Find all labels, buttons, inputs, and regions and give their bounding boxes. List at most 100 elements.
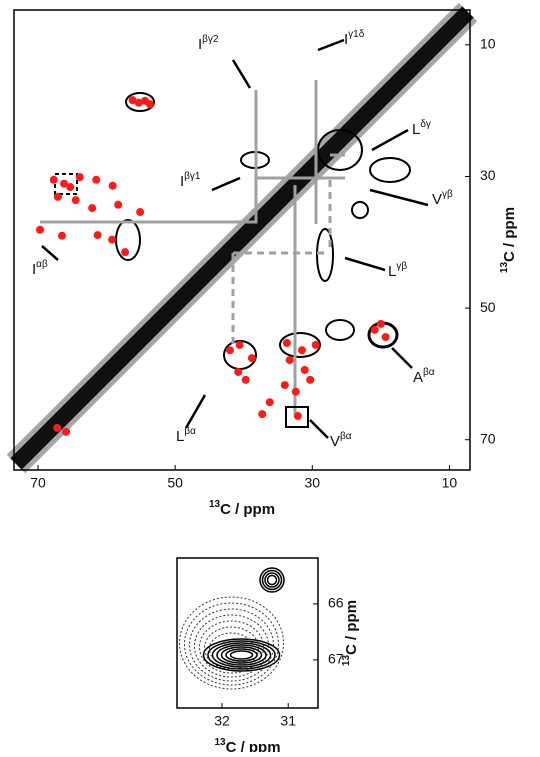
superscript: 13 (209, 499, 221, 510)
superscript: βγ1 (184, 171, 201, 182)
superscript: βα (340, 431, 352, 442)
peak-point (108, 181, 117, 190)
annotation-pointer (211, 176, 241, 192)
peak-point (53, 423, 62, 432)
annotation: Vγβ (432, 189, 453, 208)
superscript: γ1δ (348, 29, 365, 40)
peak-point (71, 196, 80, 205)
annotation: Lδγ (412, 119, 431, 138)
peak-point (49, 175, 58, 184)
contour-solid (207, 640, 276, 670)
annotation: Lβα (176, 426, 196, 445)
peak-point (381, 333, 390, 342)
label-text: V (330, 433, 340, 450)
label-text: I (180, 173, 184, 190)
peak-point (258, 410, 267, 419)
x-tick-label: 30 (304, 475, 320, 491)
peak-point (36, 225, 45, 234)
peak-point (247, 354, 256, 363)
peak-point (53, 192, 62, 201)
contour-solid (266, 574, 278, 586)
annotation: Iγ1δ (344, 29, 365, 48)
y-tick-label: 66 (328, 595, 344, 611)
annotation-pointer (184, 394, 207, 429)
peak-point (241, 375, 250, 384)
contour-solid (261, 569, 283, 591)
label-text: C / ppm (501, 207, 518, 262)
annotation-pointer (309, 419, 329, 439)
peak-point (311, 340, 320, 349)
label-text: L (176, 428, 184, 445)
contour-solid (202, 638, 281, 672)
x-tick-label: 32 (214, 713, 230, 729)
peak-point (280, 381, 289, 390)
y-axis-label: 13C / ppm (499, 207, 518, 273)
annotation-pointer (391, 347, 413, 369)
peak-point (75, 173, 84, 182)
annotation-pointer (344, 256, 386, 272)
x-tick-label: 50 (167, 475, 183, 491)
superscript: βα (184, 426, 196, 437)
contour-solid (259, 567, 285, 593)
superscript: γβ (442, 189, 453, 200)
peak-point (234, 367, 243, 376)
peak-point (136, 208, 145, 217)
contour-dashed (199, 620, 264, 674)
superscript: δγ (420, 119, 431, 130)
y-tick-label: 50 (480, 299, 496, 315)
peak-point (282, 338, 291, 347)
label-text: C / ppm (226, 739, 281, 752)
annotation-pointer (231, 59, 252, 89)
superscript: 13 (499, 262, 510, 274)
annotation-pointer (317, 38, 345, 52)
peak-point (128, 96, 137, 105)
peak-point (108, 235, 117, 244)
contour-dashed (184, 602, 279, 686)
peak-point (370, 325, 379, 334)
contour-solid (211, 642, 272, 668)
y-tick-label: 70 (480, 430, 496, 446)
label-text: I (198, 36, 202, 53)
annotation: Lγβ (388, 261, 407, 280)
superscript: 13 (214, 737, 226, 748)
peak-point (121, 248, 130, 257)
superscript: βα (423, 367, 435, 378)
superscript: γβ (396, 261, 407, 272)
peak-point (93, 231, 102, 240)
contour-solid (264, 572, 280, 588)
plot-frame (13, 9, 471, 471)
x-tick-label: 70 (30, 475, 46, 491)
peak-point (226, 346, 234, 355)
y-axis-label: 13C / ppm (341, 600, 360, 666)
peak-point (300, 365, 309, 374)
annotation: Iαβ (32, 259, 48, 278)
peak-point (298, 346, 306, 355)
y-tick-label: 30 (480, 167, 496, 183)
peak-point (293, 412, 302, 421)
peak-point (376, 319, 385, 328)
peak-point (134, 98, 143, 107)
peak-point (58, 231, 66, 240)
peak-point (145, 100, 154, 109)
annotation-pointer (41, 245, 59, 261)
y-tick-label: 10 (480, 36, 496, 52)
peak-point (235, 340, 244, 349)
x-axis-label: 13C / ppm (214, 737, 280, 752)
label-text: A (413, 369, 423, 386)
label-text: C / ppm (343, 600, 360, 655)
contour-solid (220, 646, 263, 664)
y-tick-label: 67 (328, 651, 344, 667)
superscript: 13 (341, 655, 352, 667)
superscript: αβ (36, 259, 48, 270)
x-axis-label: 13C / ppm (209, 499, 275, 518)
contour-dashed (209, 632, 254, 666)
annotation: Iβγ1 (180, 171, 201, 190)
decoration (6, 2, 478, 474)
x-tick-label: 31 (280, 713, 296, 729)
label-text: I (344, 31, 348, 48)
label-text: L (412, 121, 420, 138)
contour-solid (229, 650, 254, 660)
annotation-pointer (369, 188, 429, 207)
peak-point (62, 427, 71, 436)
